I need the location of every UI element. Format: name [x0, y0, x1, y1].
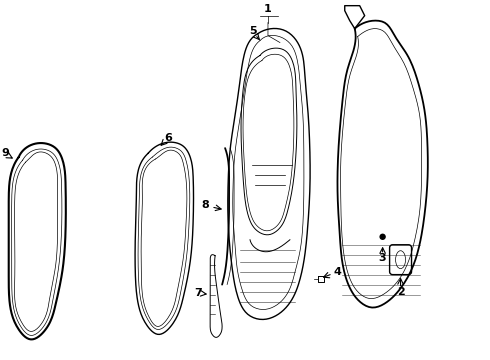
Text: 3: 3 — [379, 253, 387, 263]
Text: 6: 6 — [164, 133, 172, 143]
Ellipse shape — [395, 251, 406, 269]
Circle shape — [377, 231, 388, 242]
FancyBboxPatch shape — [390, 245, 412, 275]
Text: 2: 2 — [397, 287, 404, 297]
Text: 5: 5 — [249, 26, 257, 36]
Text: 4: 4 — [334, 267, 342, 276]
Text: 7: 7 — [195, 288, 202, 298]
Text: 8: 8 — [201, 200, 209, 210]
Text: 1: 1 — [264, 4, 272, 14]
Text: 9: 9 — [2, 148, 10, 158]
Circle shape — [380, 234, 385, 239]
